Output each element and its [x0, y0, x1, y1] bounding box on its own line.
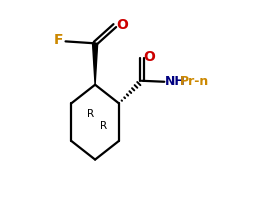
Text: O: O [116, 18, 128, 32]
Text: F: F [53, 33, 63, 47]
Text: R: R [100, 121, 108, 131]
Polygon shape [93, 43, 98, 85]
Text: R: R [87, 109, 94, 119]
Text: Pr-n: Pr-n [179, 75, 209, 88]
Text: NH: NH [165, 75, 186, 88]
Text: O: O [143, 50, 155, 64]
